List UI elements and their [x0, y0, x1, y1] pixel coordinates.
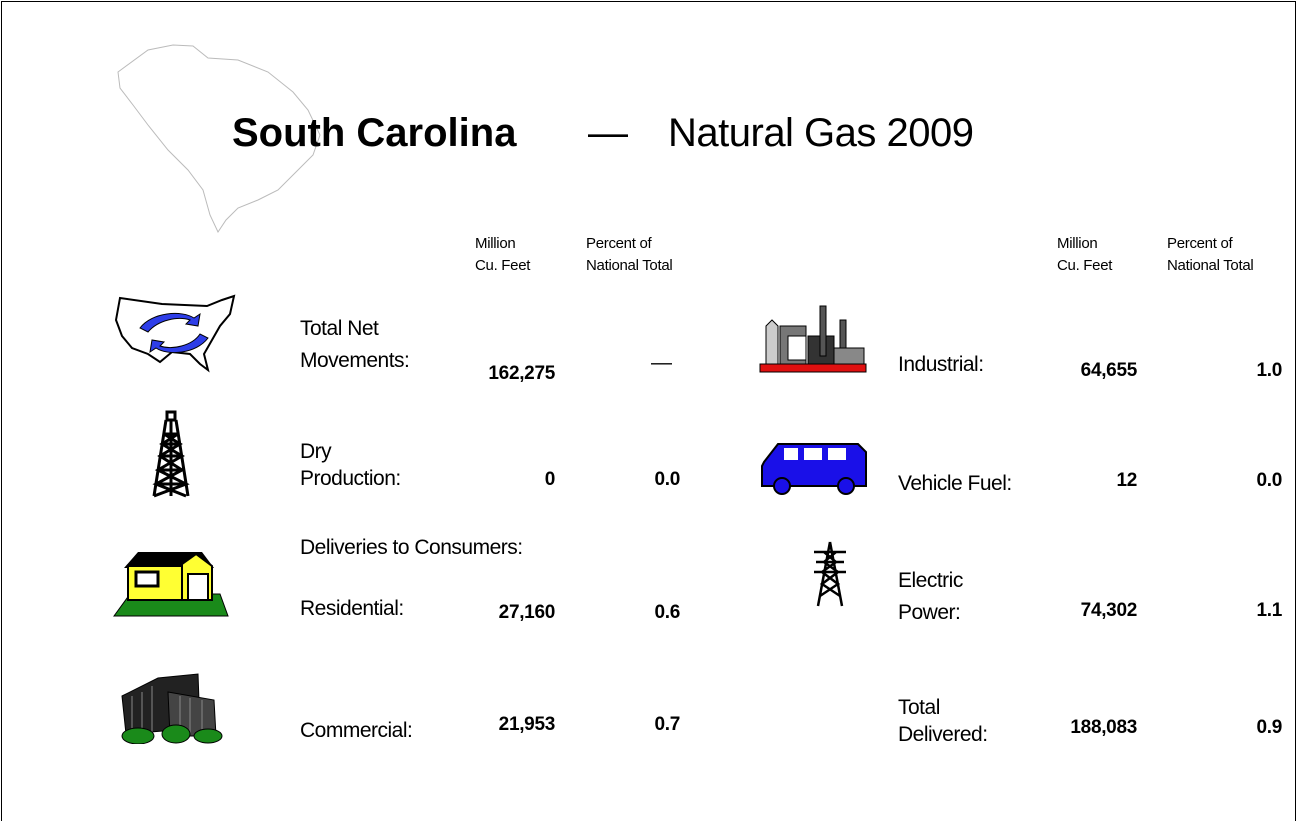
title-subtitle: Natural Gas 2009	[668, 111, 974, 155]
column-header: Cu. Feet	[475, 257, 531, 274]
column-header: National Total	[1167, 257, 1254, 274]
row-label: Delivered:	[898, 723, 988, 746]
percent-value: —	[651, 351, 672, 374]
volume-value: 188,083	[1070, 717, 1137, 738]
volume-value: 21,953	[498, 714, 556, 735]
column-header: National Total	[586, 257, 673, 274]
volume-value: 74,302	[1080, 600, 1138, 621]
percent-value: 0.6	[654, 602, 680, 623]
state-outline	[117, 44, 321, 234]
percent-value: 0.0	[1256, 470, 1282, 491]
row-label: Power:	[898, 601, 961, 624]
power-tower-icon	[814, 541, 846, 607]
volume-value: 0	[544, 469, 556, 490]
percent-value: 0.7	[654, 714, 680, 735]
row-label: Total	[898, 696, 940, 719]
row-label: Dry	[300, 440, 332, 463]
volume-value: 12	[1116, 470, 1137, 491]
row-label: Vehicle Fuel:	[898, 472, 1012, 495]
column-header: Percent of	[586, 235, 652, 252]
percent-value: 0.9	[1256, 717, 1282, 738]
percent-value: 1.1	[1256, 600, 1282, 621]
house-icon	[113, 552, 229, 617]
row-label: Industrial:	[898, 353, 984, 376]
title-dash: —	[588, 111, 628, 155]
row-label: Production:	[300, 467, 401, 490]
commercial-icon	[121, 673, 223, 744]
percent-value: 0.0	[654, 469, 680, 490]
row-label: Electric	[898, 569, 963, 592]
industrial-icon	[759, 305, 867, 373]
derrick-icon	[152, 410, 190, 498]
van-icon	[761, 443, 867, 495]
column-header: Million	[1057, 235, 1098, 252]
percent-value: 1.0	[1256, 360, 1282, 381]
row-label: Residential:	[300, 597, 404, 620]
volume-value: 64,655	[1080, 360, 1138, 381]
column-header: Million	[475, 235, 516, 252]
row-label: Movements:	[300, 349, 410, 372]
column-header: Percent of	[1167, 235, 1233, 252]
volume-value: 162,275	[488, 363, 555, 384]
row-label: Total Net	[300, 317, 379, 340]
title-state: South Carolina	[232, 111, 517, 155]
section-label: Deliveries to Consumers:	[300, 536, 523, 559]
volume-value: 27,160	[498, 602, 556, 623]
us-map-icon	[114, 294, 236, 373]
row-label: Commercial:	[300, 719, 413, 742]
column-header: Cu. Feet	[1057, 257, 1113, 274]
